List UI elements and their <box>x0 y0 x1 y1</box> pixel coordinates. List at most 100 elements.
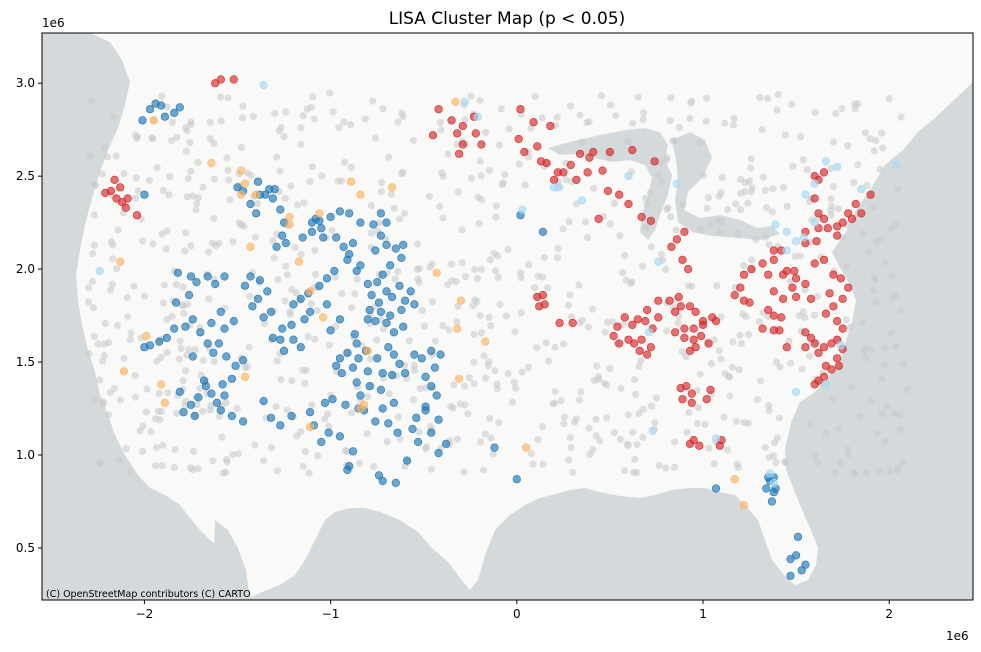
background-point <box>772 458 780 466</box>
cluster-point <box>421 406 430 415</box>
background-point <box>461 116 469 124</box>
cluster-point <box>220 391 229 400</box>
cluster-point <box>268 194 278 203</box>
cluster-point <box>332 361 341 370</box>
cluster-point <box>374 298 384 307</box>
background-point <box>553 113 561 121</box>
background-point <box>436 202 444 211</box>
background-point <box>566 434 574 442</box>
background-point <box>110 384 118 393</box>
background-point <box>287 182 295 190</box>
background-point <box>427 465 435 473</box>
background-point <box>158 92 166 100</box>
cluster-point <box>521 443 531 452</box>
background-point <box>729 338 737 346</box>
cluster-point <box>326 326 335 335</box>
background-point <box>283 271 291 279</box>
background-point <box>667 213 675 221</box>
cluster-point <box>678 395 687 404</box>
background-point <box>387 190 395 198</box>
background-point <box>734 229 742 238</box>
background-point <box>505 125 513 133</box>
cluster-point <box>427 346 436 356</box>
cluster-point <box>330 266 339 276</box>
background-point <box>493 385 501 393</box>
cluster-point <box>399 322 408 331</box>
background-point <box>736 331 744 339</box>
y-tick-label: 2.0 <box>16 262 35 276</box>
background-point <box>788 100 796 109</box>
cluster-point <box>730 475 739 484</box>
cluster-point <box>711 484 721 493</box>
cluster-point <box>635 346 644 356</box>
cluster-point <box>287 411 296 421</box>
background-point <box>544 357 553 365</box>
cluster-point <box>229 317 238 326</box>
cluster-point <box>615 190 624 199</box>
background-point <box>458 226 466 234</box>
cluster-point <box>388 371 397 380</box>
cluster-point <box>259 313 268 322</box>
cluster-point <box>214 339 223 348</box>
y-tick-label: 3.0 <box>16 76 35 90</box>
cluster-point <box>583 168 592 177</box>
background-point <box>199 356 207 364</box>
cluster-point <box>162 333 171 343</box>
cluster-point <box>827 339 836 348</box>
cluster-point <box>471 129 480 138</box>
background-point <box>502 312 510 320</box>
background-point <box>721 119 729 127</box>
background-point <box>476 157 484 165</box>
cluster-point <box>481 337 490 346</box>
cluster-point <box>412 413 421 422</box>
cluster-point <box>736 283 745 292</box>
background-point <box>675 123 684 131</box>
cluster-point <box>689 335 698 344</box>
background-point <box>302 366 310 374</box>
cluster-point <box>628 320 637 330</box>
background-point <box>639 262 647 270</box>
background-point <box>713 282 721 290</box>
background-point <box>139 237 147 245</box>
cluster-point <box>352 266 361 276</box>
background-point <box>301 379 309 387</box>
background-point <box>436 119 444 127</box>
background-point <box>205 295 213 303</box>
cluster-point <box>825 289 834 298</box>
background-point <box>189 465 197 474</box>
background-point <box>632 390 640 398</box>
background-point <box>288 285 296 294</box>
background-point <box>553 254 562 262</box>
cluster-point <box>188 352 197 361</box>
background-point <box>515 160 523 168</box>
background-point <box>377 188 385 196</box>
background-point <box>717 313 725 321</box>
background-point <box>274 275 282 284</box>
cluster-point <box>555 318 564 328</box>
background-point <box>233 405 241 413</box>
background-point <box>428 298 437 306</box>
background-point <box>90 332 98 341</box>
background-point <box>728 363 737 371</box>
cluster-point <box>689 324 698 333</box>
background-point <box>672 226 680 234</box>
cluster-point <box>259 397 268 406</box>
background-point <box>771 439 779 447</box>
cluster-point <box>194 393 203 402</box>
background-point <box>603 381 611 389</box>
background-point <box>288 377 296 385</box>
background-point <box>149 240 157 248</box>
background-point <box>559 225 567 233</box>
background-point <box>899 458 907 466</box>
cluster-point <box>516 105 525 114</box>
background-point <box>422 445 430 453</box>
background-point <box>308 163 316 171</box>
background-point <box>124 312 132 321</box>
cluster-point <box>388 183 397 192</box>
cluster-point <box>218 380 227 389</box>
cluster-point <box>648 426 657 435</box>
background-point <box>299 112 307 120</box>
cluster-point <box>821 309 831 318</box>
background-point <box>482 374 490 382</box>
background-point <box>172 280 180 288</box>
